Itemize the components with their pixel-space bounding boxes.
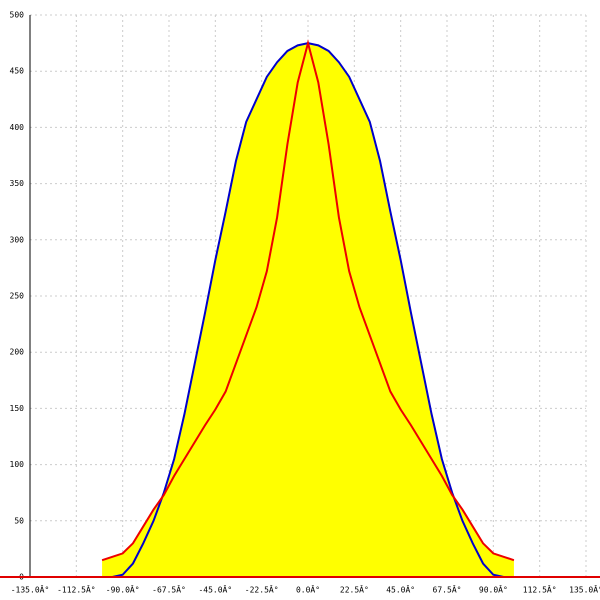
x-tick-label: -45.0Â° [198,584,232,595]
area [102,43,514,578]
x-tick-label: 67.5Â° [433,584,462,595]
y-tick-label: 400 [10,123,25,132]
y-tick-label: 250 [10,292,25,301]
y-tick-label: 200 [10,348,25,357]
line [101,39,515,562]
x-tick-label: -135.0Â° [11,584,50,595]
y-tick-label: 50 [14,516,24,525]
y-tick-label: 450 [10,67,25,76]
y-tick-label: 100 [10,460,25,469]
y-tick-label: 500 [10,11,25,20]
x-tick-label: 45.0Â° [386,584,415,595]
x-tick-label: 112.5Â° [523,584,557,595]
x-tick-label: 0.0Â° [296,584,320,595]
x-tick-label: -67.5Â° [152,584,186,595]
y-tick-label: 150 [10,404,25,413]
x-tick-label: -112.5Â° [57,584,96,595]
x-tick-label: 90.0Â° [479,584,508,595]
x-tick-label: 22.5Â° [340,584,369,595]
y-tick-label: 350 [10,179,25,188]
y-tick-label: 300 [10,235,25,244]
x-tick-label: -90.0Â° [106,584,140,595]
x-tick-label: 135.0Â° [569,584,600,595]
x-tick-label: -22.5Â° [245,584,279,595]
